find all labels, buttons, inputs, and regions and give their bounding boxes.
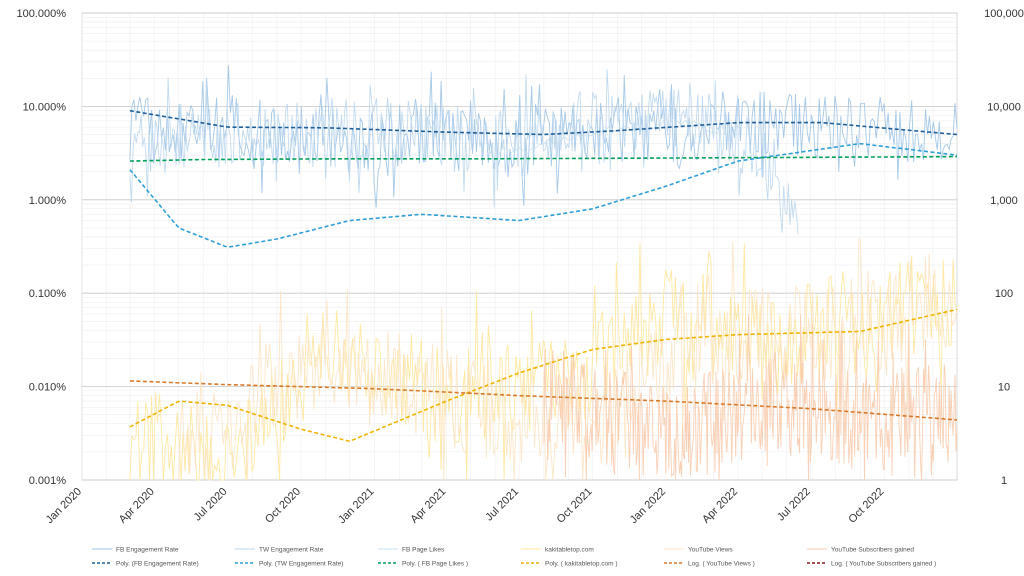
legend-label: Poly. (TW Engagement Rate) [259,561,343,568]
legend-label: Poly. ( FB Page Likes ) [402,561,468,568]
series-line-0 [129,64,958,208]
y-right-tick-label: 10,000 [987,101,1021,113]
x-tick-label: Oct 2020 [263,486,303,526]
trendline-10 [129,380,958,421]
series-line-1 [129,69,799,235]
x-tick-label: Jan 2022 [628,486,668,526]
legend-label: Poly. (FB Engagement Rate) [116,561,199,568]
x-tick-label: Apr 2022 [700,486,740,526]
y-axis-left: 0.001% 0.010% 0.100% 1.000% 10.000% 100.000% [16,8,66,487]
x-tick-label: Jul 2020 [192,486,230,524]
trendline-8 [129,155,957,162]
legend-label: Poly. ( kakitabletop.com ) [545,561,618,568]
legend-label: FB Engagement Rate [116,547,179,554]
y-axis-right: 1 10 100 1,000 10,000 100,000 [984,8,1024,487]
trendline-7 [129,142,958,248]
x-axis: Jan 2020 Apr 2020 Jul 2020 Oct 2020 Jan 2021… [44,486,887,526]
y-left-tick-label: 100.000% [16,8,66,20]
y-left-tick-label: 0.100% [29,288,67,300]
x-tick-label: Jan 2021 [336,486,376,526]
x-tick-label: Oct 2021 [555,486,595,526]
x-tick-label: Apr 2020 [117,486,157,526]
legend: FB Engagement Rate TW Engagement Rate FB P… [92,547,936,568]
x-tick-label: Jul 2022 [775,486,813,524]
y-left-tick-label: 0.001% [29,475,67,487]
x-tick-label: Oct 2022 [846,486,886,526]
y-left-tick-label: 10.000% [23,101,67,113]
legend-label: kakitabletop.com [545,547,594,554]
trendline-6 [129,109,958,136]
y-left-tick-label: 0.010% [29,382,67,394]
series-layer [129,64,958,481]
x-tick-label: Apr 2021 [408,486,448,526]
legend-label: Log. ( YouTube Subscribers gained ) [831,561,936,568]
y-right-tick-label: 10 [998,382,1010,394]
y-right-tick-label: 1 [1001,475,1007,487]
x-tick-label: Jan 2020 [44,486,84,526]
series-line-4 [178,237,958,481]
y-left-tick-label: 1.000% [29,195,67,207]
y-right-tick-label: 1,000 [990,195,1018,207]
legend-label: YouTube Views [688,547,733,554]
y-right-tick-label: 100,000 [984,8,1024,20]
x-tick-label: Jul 2021 [483,486,521,524]
y-right-tick-label: 100 [995,288,1013,300]
legend-label: YouTube Subscribers gained [831,547,914,554]
series-line-5 [543,314,958,481]
legend-label: FB Page Likes [402,547,445,554]
trendline-9 [129,308,958,442]
legend-label: TW Engagement Rate [259,547,324,554]
legend-label: Log. ( YouTube Views ) [688,561,755,568]
